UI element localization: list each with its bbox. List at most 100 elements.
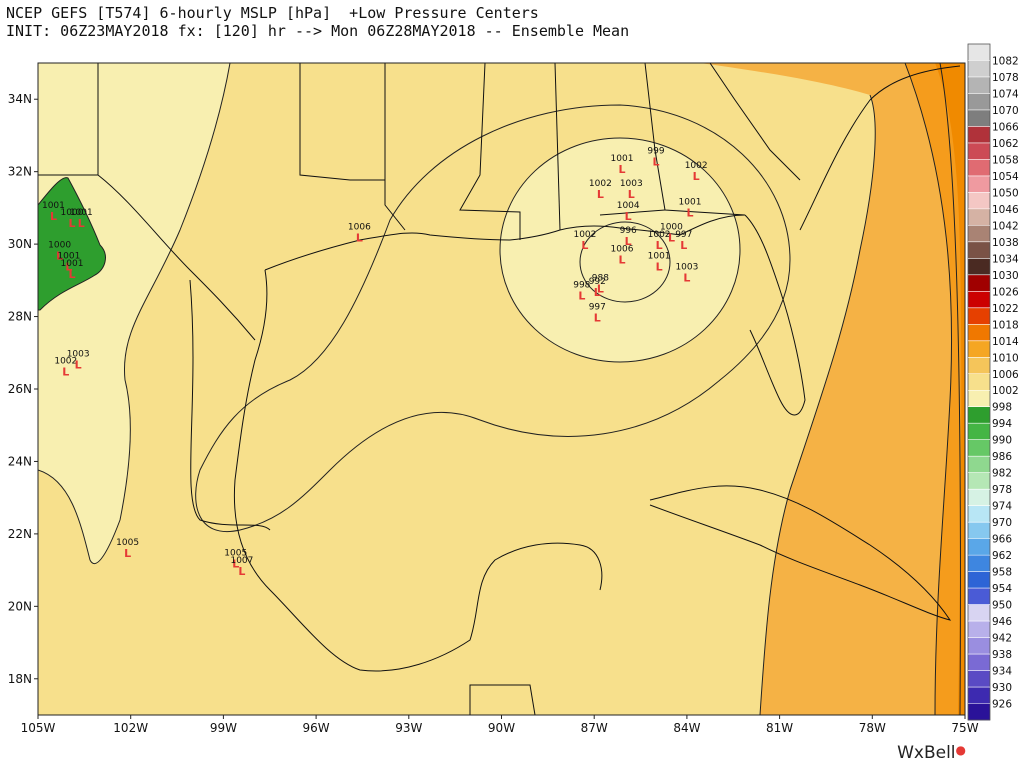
low-value: 988 <box>592 273 609 283</box>
colorbar-swatch <box>968 126 990 144</box>
low-value: 1001 <box>61 259 84 269</box>
lon-label: 75W <box>951 721 978 735</box>
lon-label: 93W <box>395 721 422 735</box>
colorbar-swatch <box>968 538 990 556</box>
longitude-labels: 105W 102W 99W 96W 93W 90W 87W 84W 81W 78W 75W <box>21 721 979 735</box>
low-marker: L <box>625 235 632 248</box>
low-value: 1000 <box>48 241 71 251</box>
colorbar-label: 998 <box>992 402 1012 414</box>
low-marker: L <box>656 239 663 252</box>
colorbar-label: 934 <box>992 666 1012 678</box>
low-marker: L <box>668 232 675 245</box>
colorbar: 1082 1078 1074 1070 1066 1062 1058 1054 1050 1046… <box>967 43 1019 721</box>
colorbar-label: 942 <box>992 633 1012 645</box>
latitude-labels: 34N 32N 30N 28N 26N 24N 22N 20N 18N <box>8 92 32 686</box>
low-value: 1004 <box>617 201 640 211</box>
low-value: 1003 <box>67 349 90 359</box>
colorbar-swatch <box>968 324 990 342</box>
low-marker: L <box>75 358 82 371</box>
low-value: 1005 <box>224 549 247 559</box>
colorbar-swatch <box>968 406 990 424</box>
pressure-band-1018 <box>905 63 965 715</box>
low-marker: L <box>78 217 85 230</box>
colorbar-label: 962 <box>992 550 1012 562</box>
chart-title: NCEP GEFS [T574] 6-hourly MSLP [hPa] +Lo… <box>6 4 539 22</box>
colorbar-swatch <box>968 192 990 210</box>
lon-label: 87W <box>581 721 608 735</box>
low-value: 1006 <box>611 244 634 254</box>
low-marker: L <box>56 250 63 263</box>
colorbar-frame <box>967 43 991 721</box>
isobars <box>38 63 961 715</box>
low-marker: L <box>597 188 604 201</box>
colorbar-swatch <box>968 274 990 292</box>
low-value: 1001 <box>648 252 671 262</box>
low-marker: L <box>652 156 659 169</box>
low-value: 997 <box>589 302 606 312</box>
colorbar-label: 1022 <box>992 303 1019 315</box>
low-marker: L <box>232 558 239 571</box>
colorbar-swatch <box>968 159 990 177</box>
colorbar-swatch <box>968 258 990 276</box>
lat-label: 34N <box>8 92 32 106</box>
colorbar-swatch <box>968 571 990 589</box>
colorbar-swatch <box>968 472 990 490</box>
low-value: 1007 <box>230 556 253 566</box>
lon-label: 78W <box>859 721 886 735</box>
lon-label: 99W <box>210 721 237 735</box>
colorbar-label: 938 <box>992 649 1012 661</box>
pressure-band-1002-gulf <box>499 137 741 363</box>
chart-subtitle: INIT: 06Z23MAY2018 fx: [120] hr --> Mon … <box>6 22 630 40</box>
lat-label: 28N <box>8 310 32 324</box>
low-marker: L <box>656 261 663 274</box>
colorbar-label: 990 <box>992 435 1012 447</box>
colorbar-label: 986 <box>992 451 1012 463</box>
low-marker: L <box>124 547 131 560</box>
low-value: 1001 <box>70 208 93 218</box>
low-marker: L <box>628 188 635 201</box>
low-marker: L <box>238 565 245 578</box>
colorbar-label: 1050 <box>992 187 1019 199</box>
colorbar-swatch <box>968 109 990 127</box>
low-value: 997 <box>675 230 692 240</box>
colorbar-label: 1070 <box>992 105 1019 117</box>
colorbar-swatch <box>968 307 990 325</box>
low-marker: L <box>65 261 72 274</box>
colorbar-swatch <box>968 357 990 375</box>
low-value: 999 <box>647 147 664 157</box>
low-value: 1000 <box>61 208 84 218</box>
low-value: 1001 <box>42 201 65 211</box>
colorbar-swatch <box>968 142 990 160</box>
lon-label: 102W <box>113 721 148 735</box>
colorbar-swatch <box>968 604 990 622</box>
colorbar-label: 930 <box>992 682 1012 694</box>
low-marker: L <box>683 271 690 284</box>
colorbar-swatch <box>968 175 990 193</box>
low-value: 996 <box>620 226 637 236</box>
colorbar-label: 1082 <box>992 55 1019 67</box>
colorbar-swatch <box>968 340 990 358</box>
low-marker: L <box>68 268 75 281</box>
lat-label: 32N <box>8 165 32 179</box>
colorbar-label: 982 <box>992 468 1012 480</box>
colorbar-label: 1046 <box>992 204 1019 216</box>
colorbar-swatch <box>968 225 990 243</box>
